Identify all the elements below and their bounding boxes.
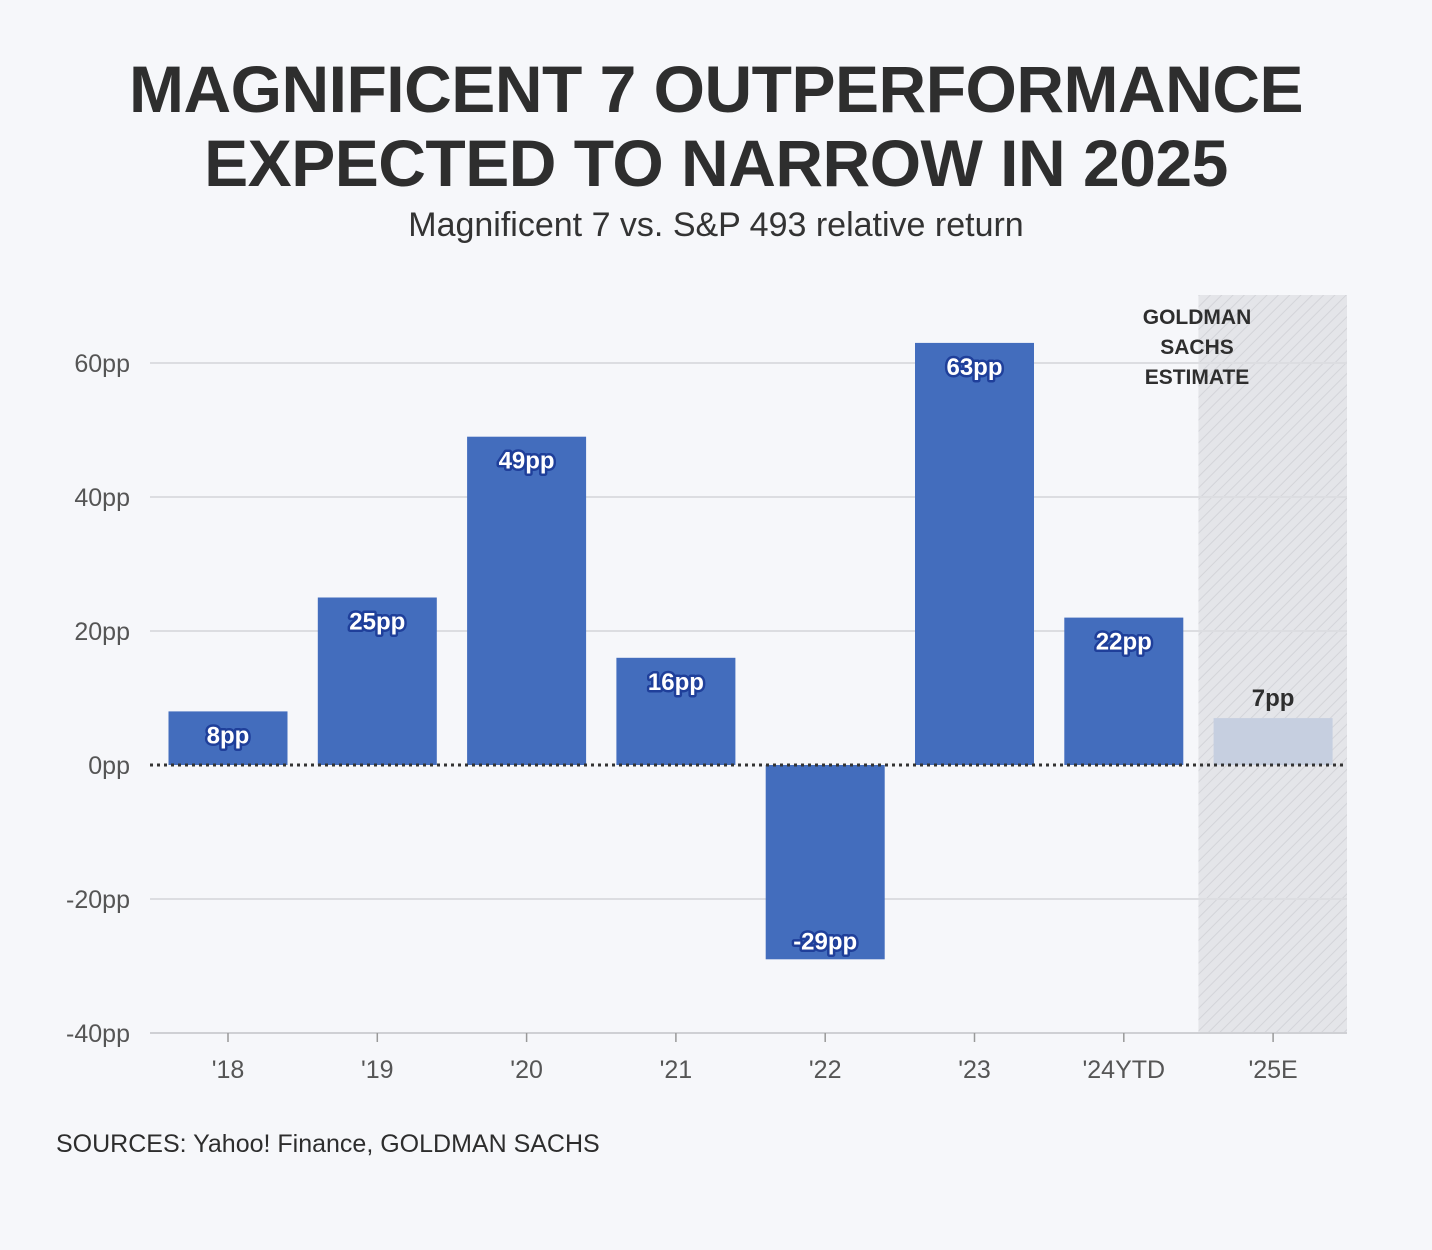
y-tick-label: 40pp [74,484,130,512]
x-tick-label: '20 [510,1056,543,1084]
bar [915,342,1034,765]
x-tick-label: '18 [212,1056,245,1084]
estimate-band [1198,295,1347,1033]
data-label: 22pp [1096,629,1152,656]
y-tick-label: -20pp [66,886,130,914]
data-label: 63pp [946,354,1002,381]
chart-title: MAGNIFICENT 7 OUTPERFORMANCE EXPECTED TO… [0,52,1432,200]
x-tick-label: '21 [660,1056,693,1084]
estimate-note: ESTIMATE [1145,366,1250,389]
data-label: 8pp [207,722,250,749]
x-tick-label: '25E [1248,1056,1297,1084]
y-tick-label: -40pp [66,1020,130,1048]
data-label: -29pp [793,928,857,955]
bar [765,765,885,960]
bar [467,436,587,765]
bar [616,657,736,765]
x-tick-label: '19 [361,1056,394,1084]
source-note: SOURCES: Yahoo! Finance, GOLDMAN SACHS [56,1130,600,1158]
data-label: 16pp [648,669,704,696]
estimate-note: SACHS [1160,336,1234,359]
y-tick-label: 20pp [74,618,130,646]
estimate-note: GOLDMAN [1143,306,1252,329]
x-tick-label: '22 [809,1056,842,1084]
data-label: 25pp [349,609,405,636]
chart-title-line-2: EXPECTED TO NARROW IN 2025 [204,126,1228,200]
bar [168,711,288,765]
data-label: 49pp [499,448,555,475]
bar [1064,617,1184,765]
y-tick-label: 0pp [88,752,130,780]
data-label: 7pp [1252,685,1295,712]
bar-estimate [1213,718,1333,765]
y-tick-label: 60pp [74,350,130,378]
chart-title-line-1: MAGNIFICENT 7 OUTPERFORMANCE [129,52,1304,126]
x-tick-label: '23 [958,1056,991,1084]
chart-subtitle: Magnificent 7 vs. S&P 493 relative retur… [408,206,1024,244]
x-tick-label: '24YTD [1083,1056,1166,1084]
bar [317,597,437,765]
